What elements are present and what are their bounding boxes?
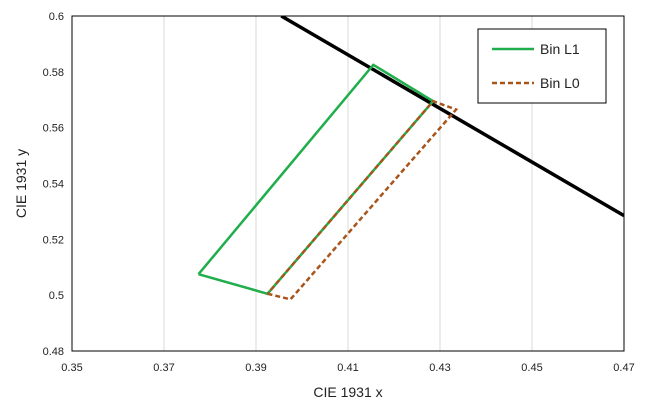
plot-frame: [71, 15, 625, 352]
x-tick-label: 0.45: [521, 362, 542, 374]
boundary-line: [280, 16, 624, 218]
legend-box: [477, 28, 607, 104]
x-axis-label: CIE 1931 x: [313, 384, 382, 400]
y-tick-label: 0.56: [43, 123, 64, 135]
legend: Bin L1 Bin L0: [477, 28, 607, 104]
y-tick-label: 0.6: [49, 11, 64, 23]
x-tick-label: 0.43: [429, 362, 450, 374]
x-tick-label: 0.41: [337, 362, 358, 374]
y-tick-label: 0.48: [43, 346, 64, 358]
x-tick-label: 0.39: [245, 362, 266, 374]
x-tick-label: 0.35: [61, 362, 82, 374]
y-tick-label: 0.58: [43, 67, 64, 79]
grid: [163, 16, 533, 351]
x-tick-label: 0.47: [613, 362, 634, 374]
series-layer: [197, 16, 624, 301]
series-bin-l0: [266, 99, 459, 301]
y-tick-label: 0.5: [49, 290, 64, 302]
legend-label: Bin L0: [540, 75, 580, 91]
y-tick-label: 0.52: [43, 234, 64, 246]
y-axis-label: CIE 1931 y: [13, 149, 29, 218]
legend-label: Bin L1: [540, 41, 580, 57]
y-tick-label: 0.54: [43, 179, 64, 191]
series-bin-l1: [197, 63, 436, 296]
x-tick-label: 0.37: [153, 362, 174, 374]
x-tick-labels: 0.35 0.37 0.39 0.41 0.43 0.45 0.47: [61, 362, 634, 374]
y-tick-labels: 0.48 0.5 0.52 0.54 0.56 0.58 0.6: [43, 11, 64, 358]
